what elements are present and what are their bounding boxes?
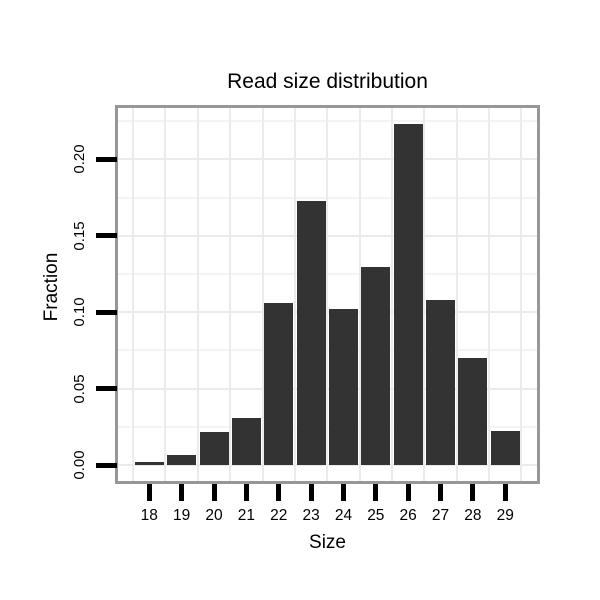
y-tick-label: 0.20 — [71, 144, 88, 174]
x-tick-label: 29 — [496, 507, 514, 524]
bar-size-19 — [167, 455, 197, 465]
bar-size-29 — [490, 431, 520, 465]
bar-size-22 — [264, 302, 294, 465]
bar-size-21 — [231, 417, 261, 465]
y-tick-mark — [96, 233, 117, 239]
plot-area — [115, 105, 540, 484]
gridline-vertical — [293, 108, 296, 481]
x-tick-mark — [243, 484, 249, 501]
x-tick-mark — [438, 484, 444, 501]
y-tick-label: 0.10 — [71, 297, 88, 327]
gridline-vertical — [164, 108, 167, 481]
bar-size-28 — [458, 357, 488, 465]
bar-size-20 — [199, 431, 229, 465]
bar-size-25 — [361, 266, 391, 465]
y-tick-mark — [96, 386, 117, 392]
chart-title: Read size distribution — [227, 70, 428, 93]
x-tick-label: 21 — [237, 507, 255, 524]
x-tick-label: 22 — [270, 507, 288, 524]
y-tick-label: 0.00 — [71, 450, 88, 480]
y-tick-label: 0.15 — [71, 221, 88, 251]
x-tick-mark — [308, 484, 314, 501]
x-tick-mark — [146, 484, 152, 501]
x-tick-label: 18 — [140, 507, 158, 524]
y-tick-mark — [96, 309, 117, 315]
gridline-vertical — [520, 108, 523, 481]
bar-size-23 — [296, 201, 326, 465]
x-tick-mark — [373, 484, 379, 501]
x-tick-label: 25 — [367, 507, 385, 524]
gridline-vertical — [423, 108, 426, 481]
x-tick-label: 23 — [302, 507, 320, 524]
gridline-vertical — [196, 108, 199, 481]
gridline-vertical — [391, 108, 393, 481]
y-axis-title: Fraction — [41, 252, 62, 322]
x-tick-mark — [179, 484, 185, 501]
x-tick-label: 24 — [334, 507, 353, 524]
gridline-vertical — [229, 108, 232, 481]
x-tick-label: 20 — [205, 507, 223, 524]
gridline-vertical — [261, 108, 264, 481]
x-axis-title: Size — [309, 532, 346, 553]
x-tick-label: 26 — [399, 507, 417, 524]
gridline-vertical — [358, 108, 361, 481]
gridline-vertical — [326, 108, 329, 481]
bar-size-24 — [328, 309, 358, 465]
x-tick-label: 27 — [431, 507, 450, 524]
gridline-vertical — [488, 108, 491, 481]
y-tick-mark — [96, 156, 117, 162]
x-tick-label: 19 — [173, 507, 191, 524]
y-tick-label: 0.05 — [71, 374, 88, 404]
bar-size-26 — [393, 124, 423, 465]
x-tick-mark — [405, 484, 411, 501]
x-tick-mark — [276, 484, 282, 501]
gridline-vertical — [132, 108, 135, 481]
x-tick-mark — [211, 484, 217, 501]
bar-size-27 — [426, 300, 456, 465]
y-tick-mark — [96, 462, 117, 468]
x-tick-mark — [470, 484, 476, 501]
gridline-vertical — [455, 108, 458, 481]
x-tick-mark — [502, 484, 508, 501]
bar-size-18 — [134, 461, 164, 465]
x-tick-mark — [340, 484, 346, 501]
x-tick-label: 28 — [464, 507, 482, 524]
